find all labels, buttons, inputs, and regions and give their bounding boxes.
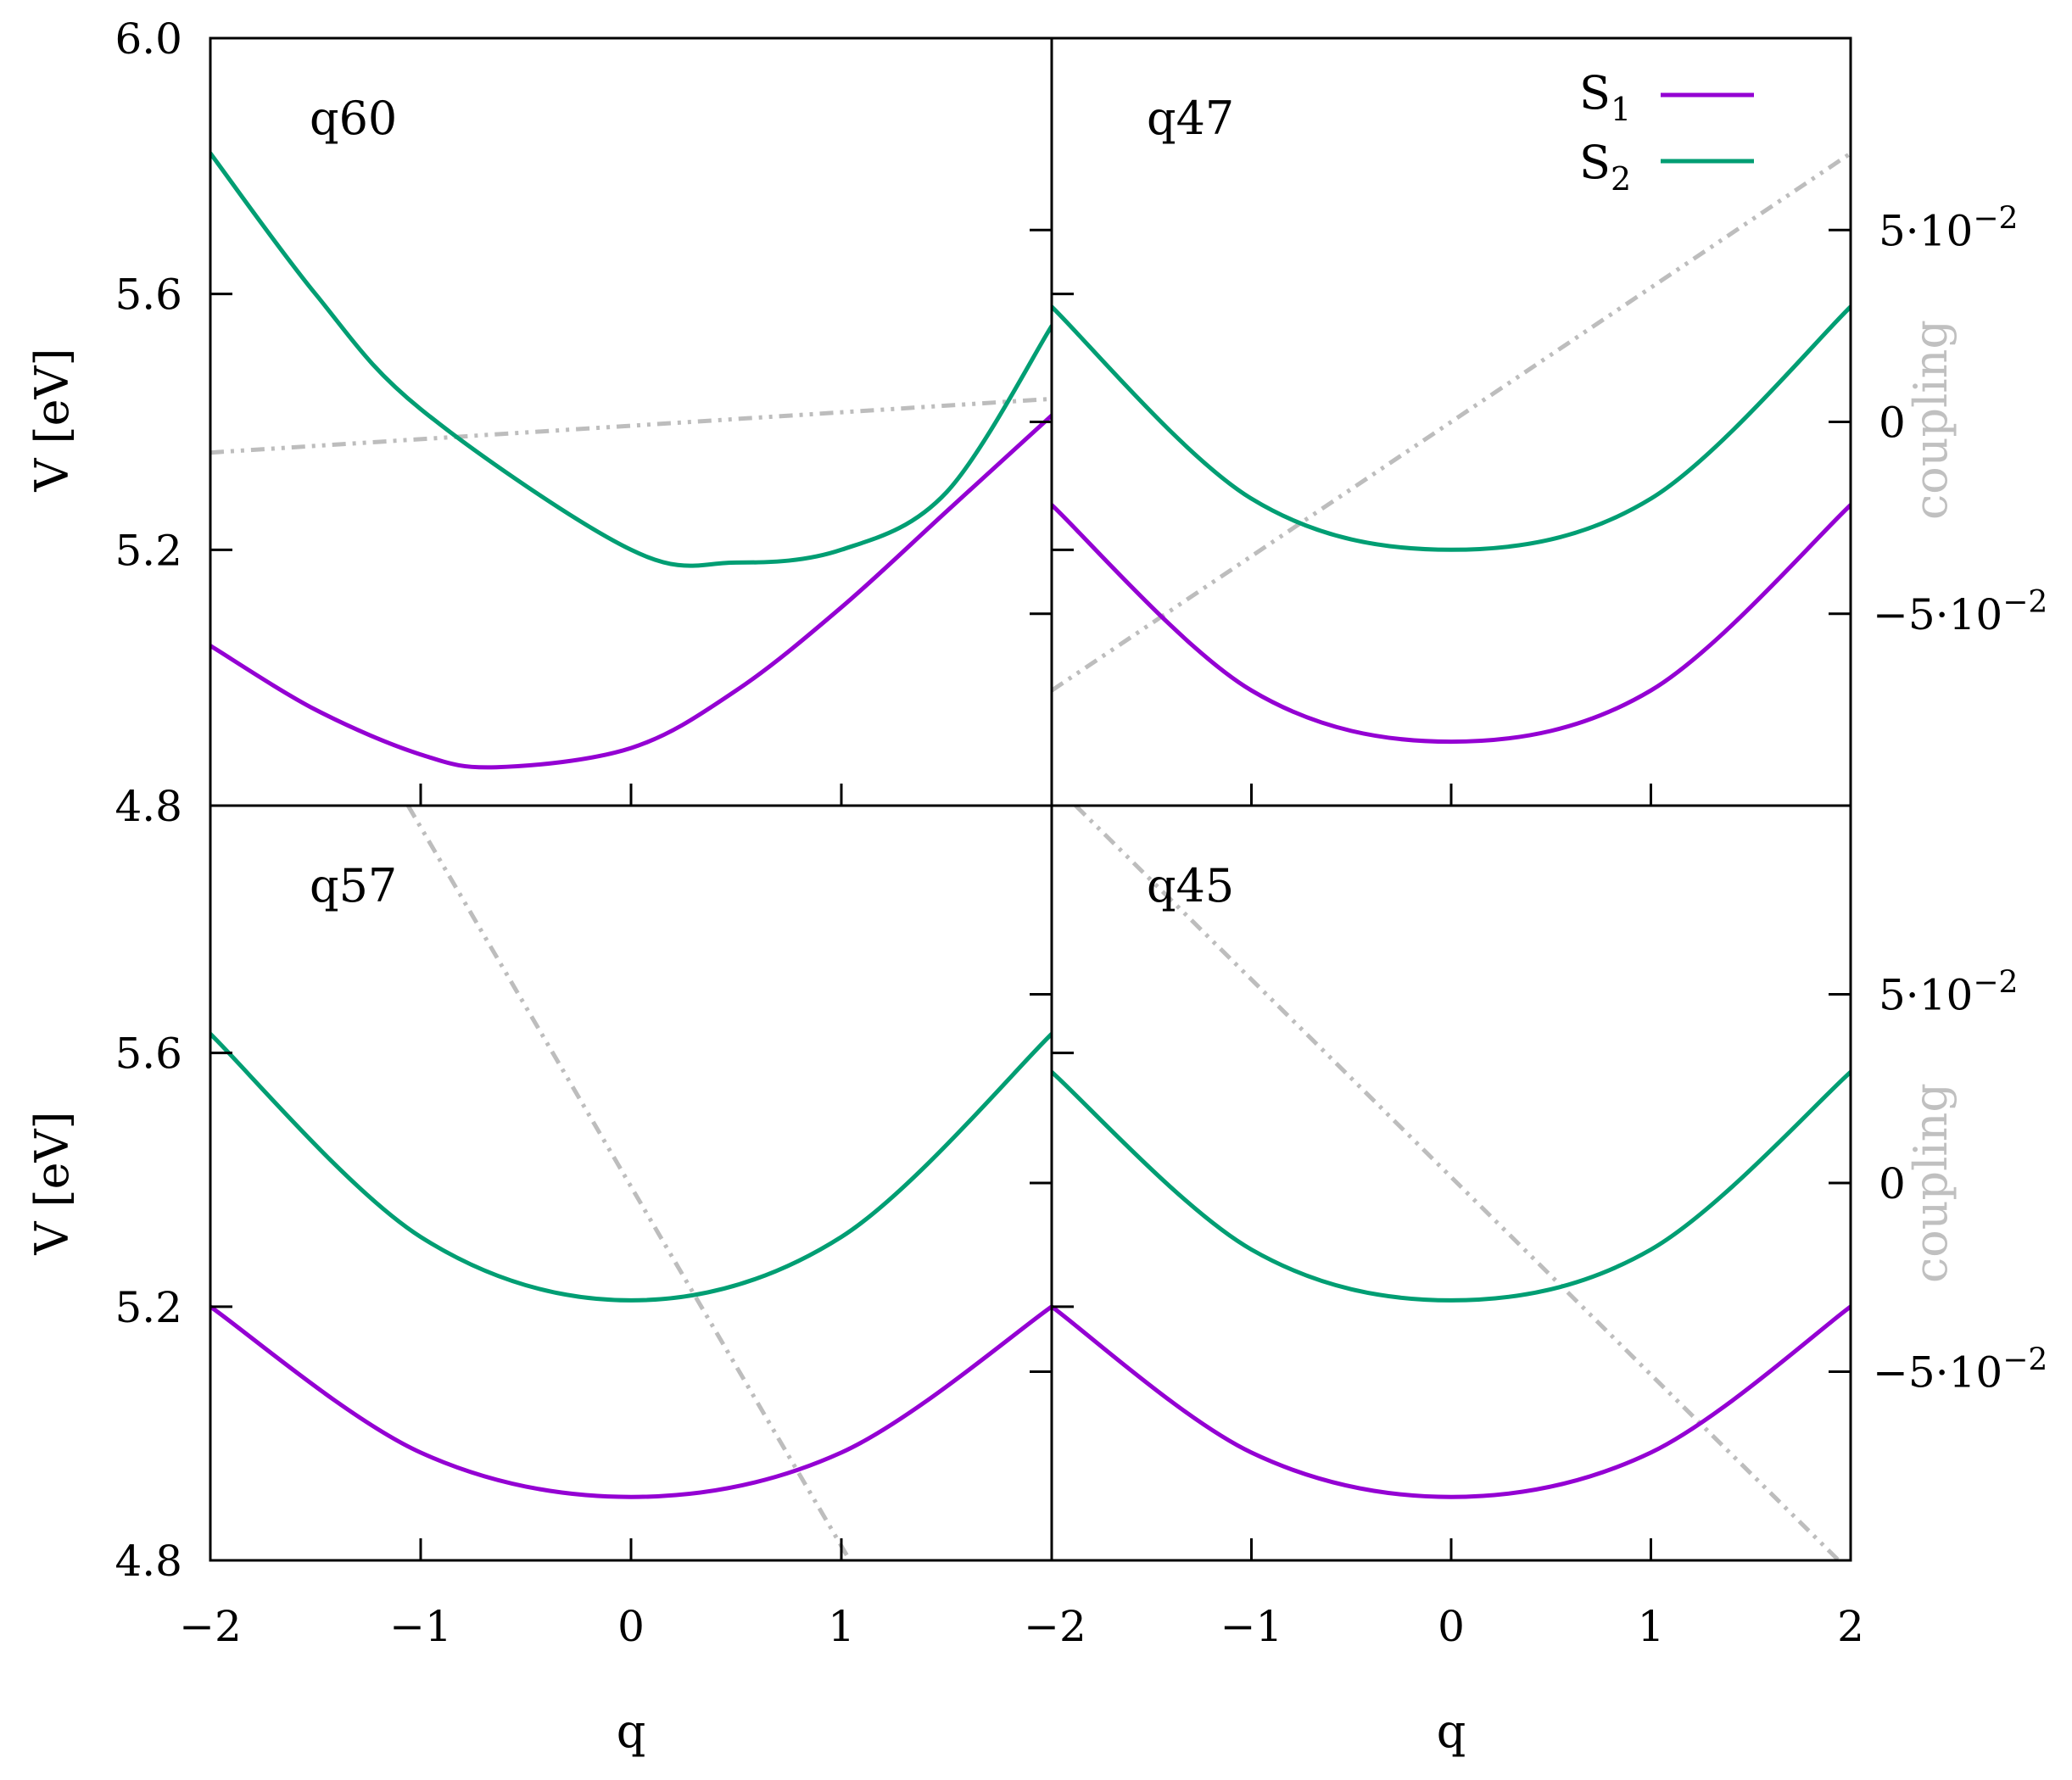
- y2-tick-label: 0: [1879, 399, 1906, 448]
- y-tick-label: 5.2: [114, 526, 182, 575]
- x-tick-label: −2: [179, 1602, 242, 1651]
- x-tick-label: −1: [1220, 1602, 1283, 1651]
- y-tick-label: 5.2: [114, 1283, 182, 1332]
- curve-s2-q47: [1052, 304, 1851, 552]
- panel-label-q57: q57: [310, 859, 397, 912]
- bottom-right-frame: [1050, 804, 1852, 1562]
- panel-q57-plot: [210, 806, 1052, 1560]
- y2-tick-label: 0: [1879, 1159, 1906, 1208]
- curve-s1-q60: [210, 413, 1052, 770]
- curve-s1-q57: [210, 1304, 1052, 1499]
- panel-q45-plot: [1052, 806, 1851, 1560]
- y2-tick-label: −5·10−2: [1873, 585, 2047, 639]
- coupling-line-q60: [210, 396, 1052, 455]
- legend-label-s1: S1: [1579, 66, 1631, 128]
- x-tick-label: −2: [1024, 1602, 1086, 1651]
- curve-s1-q45: [1052, 1304, 1851, 1499]
- x-tick-label: 0: [1438, 1602, 1465, 1651]
- y-tick-label: 5.6: [114, 271, 182, 320]
- coupling-line-q57: [405, 806, 852, 1560]
- y-axis-title-bottom: V [eV]: [25, 1111, 79, 1255]
- plot-layer: [210, 151, 1851, 1560]
- y2-tick-label: 5·10−2: [1879, 201, 2018, 255]
- coupling-line-q47: [1052, 151, 1851, 693]
- curve-s2-q57: [210, 1031, 1052, 1303]
- coupling-line-q45: [1074, 806, 1840, 1560]
- tick-layer: −2 −1 0 1 −2 −1 0 1 2 4.8 5.2 5.6 6.0 4.8 5.2 5.6 5·10−2…: [114, 14, 2047, 1651]
- y2-tick-label: 5·10−2: [1879, 966, 2018, 1020]
- x-tick-label: 0: [617, 1602, 645, 1651]
- panel-q60-plot: [210, 151, 1052, 770]
- panel-q47-plot: [1052, 151, 1851, 745]
- x-tick-label: 2: [1837, 1602, 1864, 1651]
- curve-s2-q60: [210, 151, 1052, 568]
- y-tick-label: 4.8: [114, 1537, 182, 1586]
- legend: S1 S2: [1579, 66, 1754, 198]
- y2-tick-label: −5·10−2: [1873, 1343, 2047, 1398]
- top-left-frame: [209, 36, 1053, 807]
- legend-label-s2: S2: [1579, 136, 1631, 198]
- x-axis-title-right: q: [1437, 1705, 1466, 1758]
- x-tick-label: 1: [828, 1602, 855, 1651]
- y-tick-label: 5.6: [114, 1029, 182, 1079]
- panel-label-q47: q47: [1147, 92, 1234, 145]
- x-tick-label: 1: [1638, 1602, 1665, 1651]
- panel-label-q60: q60: [310, 92, 397, 145]
- y-tick-label: 4.8: [114, 782, 182, 831]
- x-tick-label: −1: [389, 1602, 452, 1651]
- y2-axis-title-top: coupling: [1904, 320, 1958, 520]
- x-axis-title-left: q: [617, 1705, 646, 1758]
- curve-s2-q45: [1052, 1069, 1851, 1303]
- y2-axis-title-bottom: coupling: [1904, 1083, 1958, 1283]
- panel-label-q45: q45: [1147, 859, 1234, 912]
- y-tick-label: 6.0: [114, 14, 182, 64]
- curve-s1-q47: [1052, 503, 1851, 745]
- y-axis-title-top: V [eV]: [25, 348, 79, 492]
